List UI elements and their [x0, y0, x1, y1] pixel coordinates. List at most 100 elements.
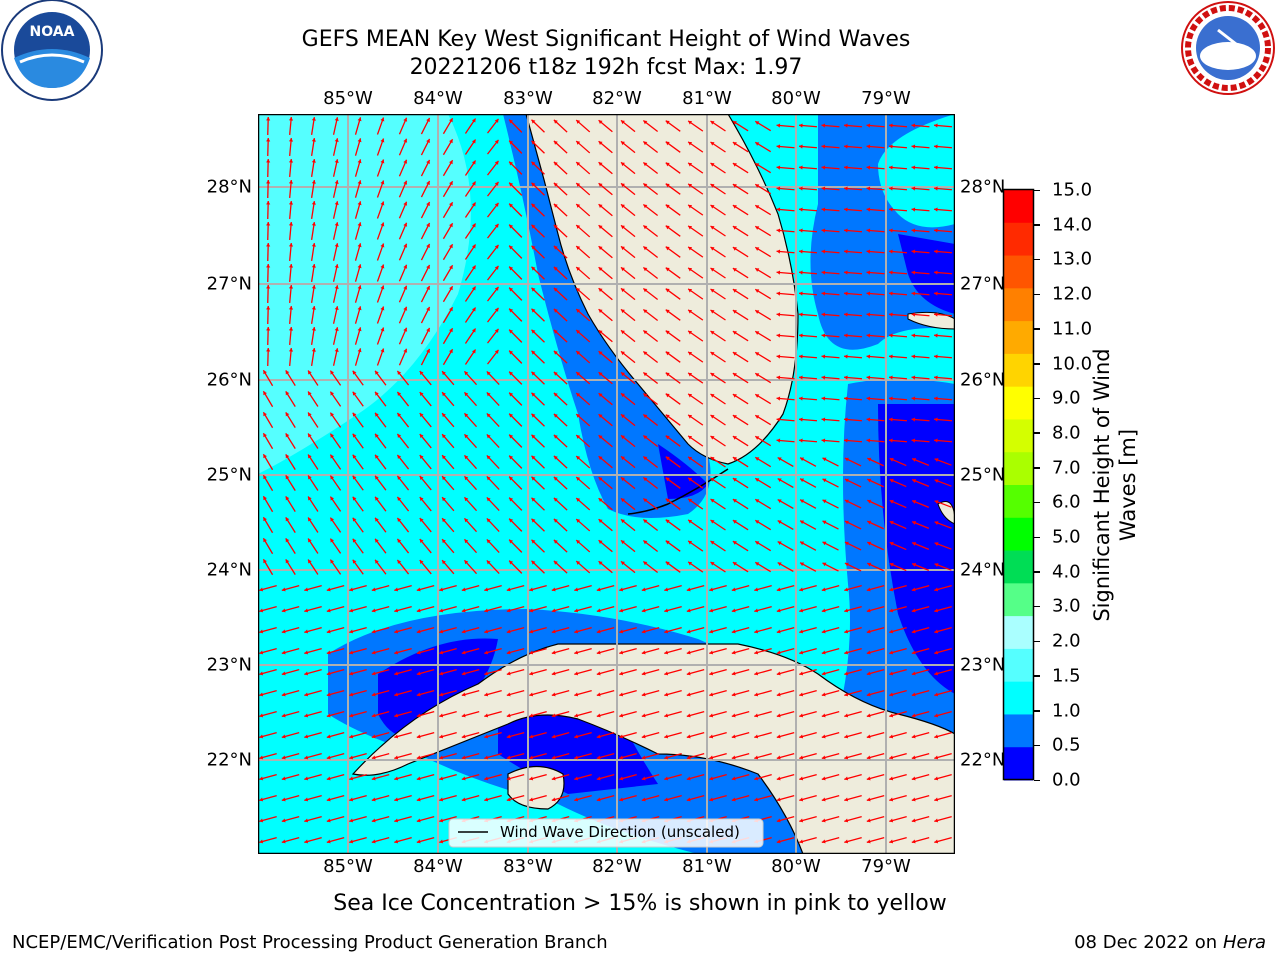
wave-arrow	[665, 330, 681, 342]
wave-arrow	[419, 370, 432, 386]
wave-arrow	[506, 669, 525, 676]
wave-arrow	[843, 291, 863, 296]
colorbar-tick-label: 15.0	[1052, 179, 1093, 201]
wave-arrow	[531, 119, 545, 133]
wave-arrow	[486, 434, 500, 448]
wave-arrow	[776, 753, 795, 760]
wave-arrow	[665, 246, 681, 258]
wave-arrow	[664, 606, 682, 613]
wave-arrow	[575, 539, 591, 553]
wave-arrow	[911, 837, 930, 844]
wave-arrow	[620, 476, 636, 490]
wave-arrow	[266, 305, 271, 325]
wave-arrow	[619, 753, 637, 760]
wave-arrow	[867, 499, 884, 509]
wave-arrow	[710, 414, 726, 426]
wave-arrow	[332, 222, 339, 240]
footer-date: 08 Dec 2022 on Hera	[1074, 932, 1266, 953]
wave-arrow	[394, 585, 412, 592]
wave-arrow	[441, 370, 455, 386]
wave-arrow	[732, 540, 749, 552]
wave-arrow	[866, 207, 885, 212]
wave-arrow	[821, 333, 840, 338]
wave-arrow	[888, 249, 908, 254]
wave-arrow	[799, 837, 817, 844]
wave-arrow	[776, 837, 795, 844]
colorbar-tick-label: 10.0	[1052, 353, 1093, 375]
wave-arrow	[642, 477, 659, 489]
wave-arrow	[326, 669, 345, 676]
wave-arrow	[620, 182, 636, 196]
wave-arrow	[553, 329, 568, 343]
colorbar-tick-mark	[1034, 328, 1040, 330]
wave-arrow	[551, 585, 570, 592]
wave-arrow	[665, 267, 681, 279]
wave-arrow	[687, 393, 704, 405]
wave-arrow	[866, 627, 885, 634]
wave-arrow	[575, 224, 591, 238]
wave-arrow	[508, 203, 523, 217]
wave-arrow	[551, 627, 570, 634]
wave-arrow	[326, 690, 345, 697]
wave-arrow	[332, 243, 339, 261]
wave-arrow	[844, 669, 862, 676]
wave-arrow	[304, 816, 322, 823]
wave-arrow	[420, 327, 431, 345]
wave-arrow	[687, 267, 704, 279]
wave-arrow	[551, 753, 570, 760]
colorbar-box	[1004, 714, 1033, 748]
wave-arrow	[889, 816, 907, 823]
wave-arrow	[508, 371, 523, 385]
wave-arrow	[266, 158, 271, 178]
wave-arrow	[262, 495, 274, 513]
colorbar-box	[1004, 747, 1033, 781]
wave-arrow	[326, 795, 345, 802]
wave-arrow	[285, 454, 296, 470]
wave-arrow	[419, 412, 432, 428]
wave-arrow	[911, 458, 930, 466]
wave-arrow	[398, 306, 408, 324]
wave-arrow	[866, 648, 885, 655]
isla-juventud	[507, 765, 565, 810]
wave-arrow	[821, 648, 840, 655]
wave-arrow	[574, 711, 592, 718]
wave-arrow	[598, 434, 613, 448]
wave-arrow	[710, 435, 726, 447]
wave-arrow	[281, 627, 300, 634]
wave-arrow	[349, 585, 367, 592]
wave-arrow	[843, 144, 863, 149]
wave-arrow	[349, 711, 367, 718]
wave-arrow	[416, 585, 435, 592]
wave-arrow	[310, 117, 316, 135]
wave-arrow	[598, 245, 613, 259]
wave-arrow	[352, 517, 364, 533]
colorbar-tick-label: 12.0	[1052, 283, 1093, 305]
wave-arrow	[553, 140, 568, 154]
wave-arrow	[398, 285, 408, 303]
wave-arrow	[642, 120, 659, 132]
legend-label: Wind Wave Direction (unscaled)	[500, 823, 740, 841]
wave-arrow	[665, 225, 681, 237]
wave-arrow	[416, 732, 435, 739]
wave-arrow	[398, 243, 408, 261]
wave-arrow	[798, 270, 818, 275]
colorbar-tick-label: 3.0	[1052, 595, 1081, 617]
wave-arrow	[259, 795, 277, 802]
wave-arrow	[376, 138, 385, 156]
wave-arrow	[641, 795, 660, 802]
wave-arrow	[754, 351, 772, 363]
wave-arrow	[266, 347, 271, 367]
wave-arrow	[642, 141, 659, 153]
wave-arrow	[416, 774, 435, 781]
wave-arrow	[463, 391, 478, 407]
wave-arrow	[664, 648, 682, 655]
wave-arrow	[326, 606, 345, 613]
wave-arrow	[844, 585, 862, 592]
wave-arrow	[464, 328, 477, 344]
wave-arrow	[553, 182, 568, 196]
wave-arrow	[687, 309, 704, 321]
wave-arrow	[598, 476, 613, 490]
wave-arrow	[307, 433, 319, 449]
wave-arrow	[461, 585, 480, 592]
wave-arrow	[620, 245, 636, 259]
